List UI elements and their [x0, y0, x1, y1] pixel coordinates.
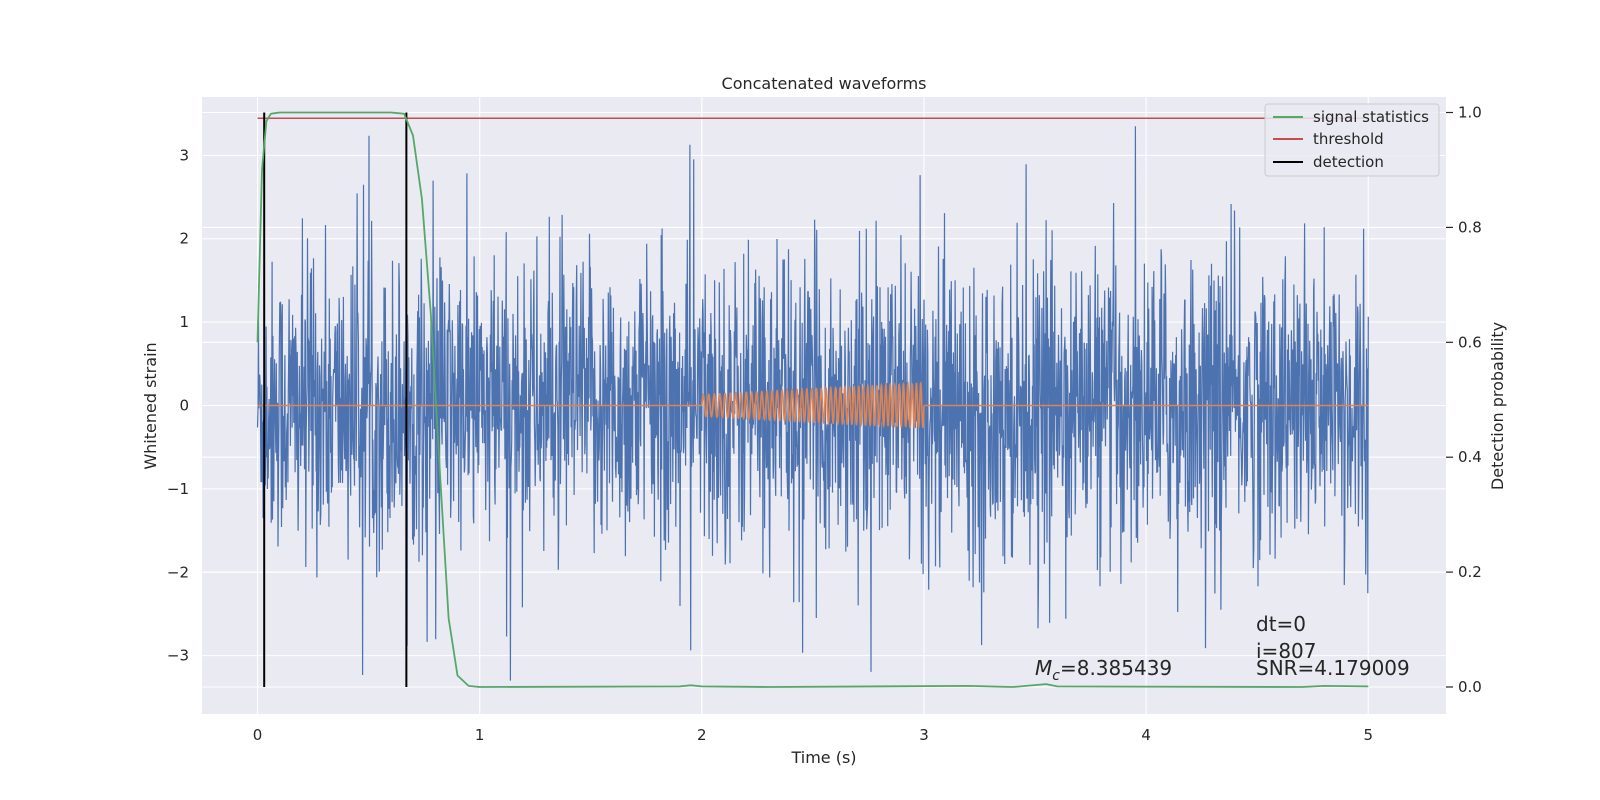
x-axis-label: Time (s): [790, 748, 856, 767]
y-tick-label: 2: [179, 230, 189, 248]
x-tick-label: 5: [1363, 726, 1373, 744]
y-right-tick-label: 0.4: [1458, 448, 1482, 466]
y-right-tick-label: 0.0: [1458, 678, 1482, 696]
x-tick-label: 2: [697, 726, 707, 744]
y-tick-label: −3: [167, 647, 189, 665]
x-tick-label: 1: [475, 726, 485, 744]
y-right-tick-label: 0.6: [1458, 333, 1482, 351]
chirp-mass-value: =8.385439: [1060, 656, 1172, 680]
y-tick-label: −1: [167, 480, 189, 498]
series-strain-line: [256, 126, 1369, 681]
x-tick-label: 0: [253, 726, 263, 744]
y-tick-label: 1: [179, 313, 189, 331]
legend-label-detection: detection: [1313, 153, 1384, 171]
data-layer: [256, 111, 1369, 688]
annotation-chirp-mass: Mc=8.385439: [1035, 656, 1172, 684]
legend-label-threshold: threshold: [1313, 130, 1384, 148]
y-tick-label: 0: [179, 397, 189, 415]
chirp-mass-symbol: M: [1035, 656, 1052, 680]
chirp-mass-subscript: c: [1052, 668, 1060, 684]
legend: signal statistics threshold detection: [1264, 103, 1440, 177]
annotation-i: i=807: [1256, 639, 1317, 663]
y-axis-label: Whitened strain: [141, 342, 160, 469]
legend-box: [1264, 103, 1440, 177]
x-tick-label: 4: [1141, 726, 1151, 744]
x-tick-label: 3: [919, 726, 929, 744]
y-tick-label: 3: [179, 146, 189, 164]
y-tick-label: −2: [167, 563, 189, 581]
annotation-snr: SNR=4.179009: [1256, 656, 1410, 680]
y-axis-label-right: Detection probability: [1488, 322, 1507, 490]
y-right-tick-label: 1.0: [1458, 104, 1482, 122]
series-injected-waveform-line: [257, 380, 1369, 430]
y-right-tick-label: 0.8: [1458, 218, 1482, 236]
legend-label-signal-statistics: signal statistics: [1313, 108, 1429, 126]
annotation-dt: dt=0: [1256, 612, 1306, 636]
chart-title: Concatenated waveforms: [722, 74, 927, 93]
ticks: 0 1 2 3 4 5 −3 −2 −1 0 1 2 3 0.0 0.2 0.4 0.6 0.8 1.0: [167, 104, 1482, 744]
series-signal-statistics-line: [256, 111, 1369, 688]
y-right-tick-label: 0.2: [1458, 563, 1482, 581]
